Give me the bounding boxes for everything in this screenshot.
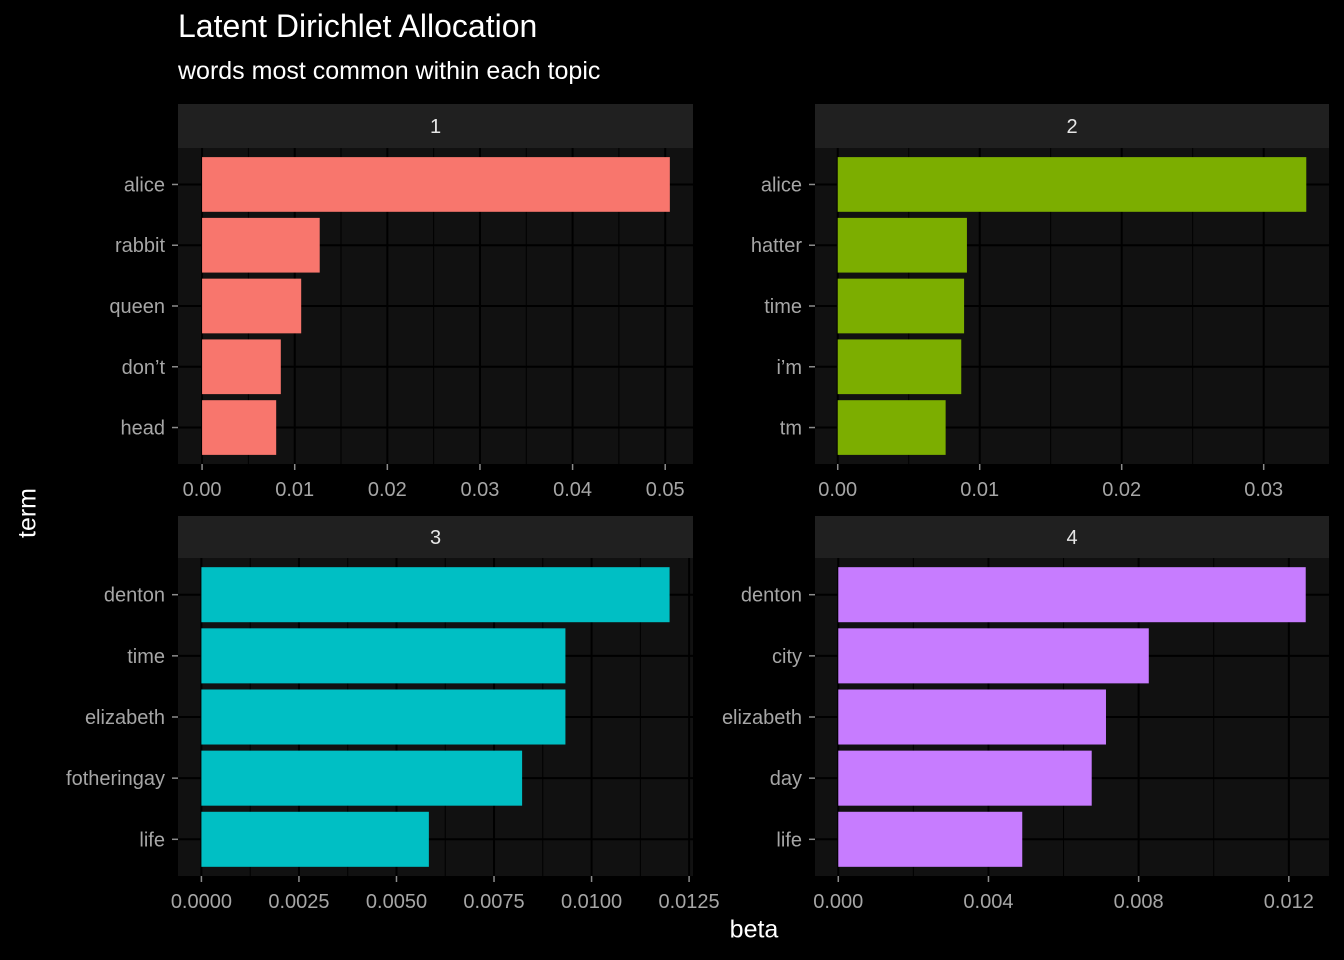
facet-panel-2: 2 0.00 0.01 0.02 0.03 alice hatter time i’m tm bbox=[751, 104, 1329, 501]
facet-strip bbox=[815, 104, 1329, 148]
facet-strip bbox=[815, 516, 1329, 558]
x-axis-label: beta bbox=[729, 915, 779, 944]
bar-4-5 bbox=[838, 811, 1023, 867]
x-tick-label: 0.0025 bbox=[268, 891, 329, 913]
y-tick-label: life bbox=[139, 829, 165, 851]
x-tick-label: 0.0000 bbox=[171, 891, 232, 913]
facet-strip bbox=[178, 104, 693, 148]
y-tick-label: day bbox=[770, 768, 802, 790]
y-tick-label: denton bbox=[741, 585, 802, 607]
bar-2-5 bbox=[837, 400, 946, 455]
bar-2-3 bbox=[837, 278, 965, 334]
facet-strip-label: 1 bbox=[430, 116, 441, 138]
x-tick-label: 0.03 bbox=[460, 479, 499, 501]
y-tick-label: tm bbox=[780, 418, 802, 440]
y-tick-label: fotheringay bbox=[66, 768, 165, 790]
bar-2-1 bbox=[837, 157, 1307, 212]
y-tick-label: elizabeth bbox=[722, 707, 802, 729]
bar-3-2 bbox=[201, 628, 566, 684]
bar-1-4 bbox=[202, 339, 281, 395]
y-tick-label: queen bbox=[109, 296, 165, 318]
bar-3-1 bbox=[201, 567, 670, 623]
bar-3-4 bbox=[201, 750, 523, 806]
x-tick-label: 0.00 bbox=[818, 479, 857, 501]
facet-strip-label: 3 bbox=[430, 527, 441, 549]
y-tick-label: head bbox=[121, 418, 166, 440]
facet-strip-label: 4 bbox=[1066, 527, 1077, 549]
y-tick-label: don’t bbox=[122, 357, 166, 379]
y-tick-label: elizabeth bbox=[85, 707, 165, 729]
x-tick-label: 0.01 bbox=[275, 479, 314, 501]
y-tick-label: time bbox=[764, 296, 802, 318]
bar-4-2 bbox=[838, 628, 1149, 684]
x-tick-label: 0.004 bbox=[963, 891, 1013, 913]
x-tick-label: 0.008 bbox=[1114, 891, 1164, 913]
bar-3-3 bbox=[201, 689, 566, 745]
bar-3-5 bbox=[201, 811, 429, 867]
bar-1-1 bbox=[202, 157, 670, 212]
bar-1-3 bbox=[202, 278, 302, 334]
x-tick-label: 0.02 bbox=[368, 479, 407, 501]
facet-strip-label: 2 bbox=[1066, 116, 1077, 138]
x-tick-label: 0.0050 bbox=[366, 891, 427, 913]
x-tick-label: 0.05 bbox=[646, 479, 685, 501]
x-tick-label: 0.012 bbox=[1264, 891, 1314, 913]
y-tick-label: time bbox=[127, 646, 165, 668]
y-tick-label: city bbox=[772, 646, 802, 668]
bar-2-2 bbox=[837, 217, 967, 273]
y-tick-label: alice bbox=[124, 174, 165, 196]
bar-2-4 bbox=[837, 339, 962, 395]
y-tick-label: i’m bbox=[776, 357, 802, 379]
x-tick-label: 0.01 bbox=[960, 479, 999, 501]
chart-title: Latent Dirichlet Allocation bbox=[178, 8, 538, 44]
facet-panel-1: 1 0.00 0.01 0.02 0.03 0.04 0.05 alice rabbit quee… bbox=[109, 104, 693, 501]
y-tick-label: rabbit bbox=[115, 235, 165, 257]
x-tick-label: 0.0125 bbox=[659, 891, 720, 913]
bar-1-5 bbox=[202, 400, 277, 455]
x-tick-label: 0.0100 bbox=[561, 891, 622, 913]
y-tick-label: life bbox=[776, 829, 802, 851]
x-tick-label: 0.04 bbox=[553, 479, 592, 501]
x-tick-label: 0.00 bbox=[183, 479, 222, 501]
x-tick-label: 0.000 bbox=[813, 891, 863, 913]
bar-1-2 bbox=[202, 217, 320, 273]
bar-4-4 bbox=[838, 750, 1092, 806]
chart-subtitle: words most common within each topic bbox=[178, 57, 601, 85]
y-tick-label: hatter bbox=[751, 235, 802, 257]
x-tick-label: 0.02 bbox=[1102, 479, 1141, 501]
x-tick-label: 0.0075 bbox=[463, 891, 524, 913]
bar-4-1 bbox=[838, 567, 1306, 623]
facet-panel-3: 3 0.0000 0.0025 0.0050 0.0075 0.0100 0.0125 den… bbox=[66, 516, 720, 913]
y-tick-label: denton bbox=[104, 585, 165, 607]
bar-4-3 bbox=[838, 689, 1106, 745]
facet-panel-4: 4 0.000 0.004 0.008 0.012 denton city elizabeth… bbox=[722, 516, 1329, 913]
x-tick-label: 0.03 bbox=[1244, 479, 1283, 501]
y-tick-label: alice bbox=[761, 174, 802, 196]
facet-strip bbox=[178, 516, 693, 558]
